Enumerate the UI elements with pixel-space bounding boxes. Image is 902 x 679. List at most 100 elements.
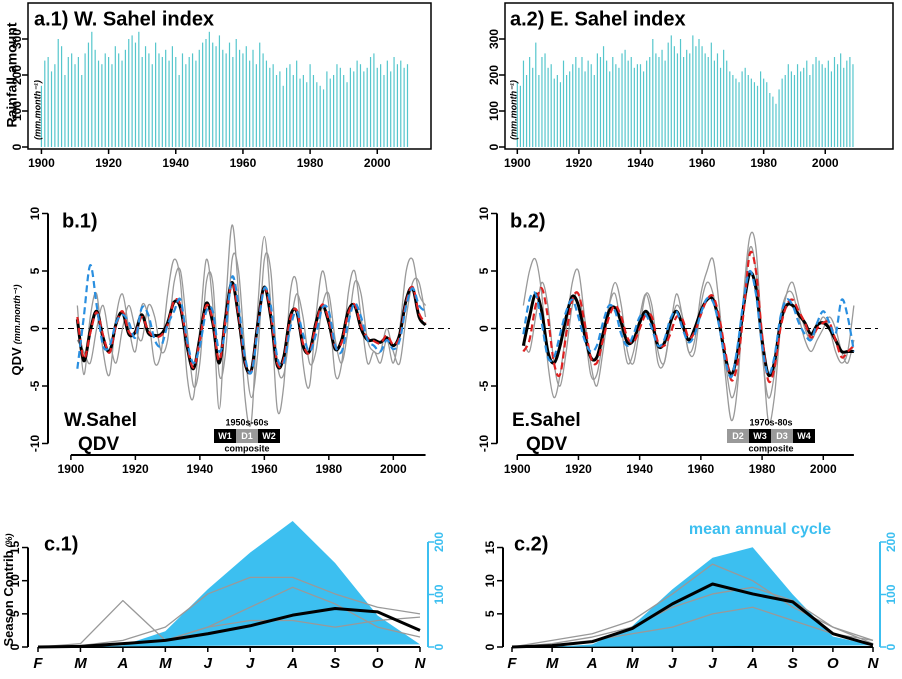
y-tick-label: 0	[477, 325, 491, 332]
series-line	[522, 231, 855, 424]
series-line	[37, 586, 421, 648]
series-line	[75, 281, 427, 375]
composite-box-label: W3	[753, 431, 767, 441]
x-tick-label: M	[74, 655, 87, 672]
composite-title: 1950s-60s	[225, 417, 268, 427]
x-tick-label: 1920	[122, 462, 149, 476]
composite-box	[793, 429, 815, 443]
x-tick-label: 1940	[187, 462, 214, 476]
composite-box-label: W2	[262, 431, 276, 441]
series-line	[511, 586, 874, 648]
y-tick-label: 0	[483, 643, 497, 650]
y2-tick-label: 0	[884, 643, 898, 650]
panel-title: c.2)	[514, 533, 548, 555]
annotation: E.Sahel	[512, 410, 581, 431]
y-tick-label: 0	[28, 325, 42, 332]
y-tick-label: 200	[10, 65, 24, 85]
y-label-unit: (mm.month⁻¹)	[32, 80, 42, 140]
x-tick-label: 2000	[364, 156, 391, 170]
composite-box	[214, 429, 236, 443]
composite-box	[236, 429, 258, 443]
series-line	[522, 250, 855, 384]
x-tick-label: J	[204, 655, 213, 672]
x-tick-label: M	[626, 655, 639, 672]
x-tick-label: 1960	[251, 462, 278, 476]
y-tick-label: 300	[10, 29, 24, 49]
plot-frame	[504, 2, 894, 150]
x-tick-label: 1920	[565, 462, 592, 476]
x-tick-label: 1980	[315, 462, 342, 476]
composite-box	[727, 429, 749, 443]
x-tick-label: 2000	[810, 462, 837, 476]
x-tick-label: 1900	[58, 462, 85, 476]
x-tick-label: S	[330, 655, 340, 672]
y2-tick-label: 0	[432, 643, 446, 650]
y-tick-label: 300	[487, 29, 501, 49]
x-tick-label: 1940	[626, 462, 653, 476]
y-tick-label: 15	[483, 541, 497, 555]
y-label-unit: (%)	[4, 533, 14, 547]
y-tick-label: -10	[477, 435, 491, 453]
y-label: Season Contrib (%)	[1, 533, 16, 646]
panel: 10 5 0 -5 -10 1900 1920 1940 1960 1980 2000 b.1) QDV…	[9, 207, 450, 476]
x-tick-label: 1900	[504, 462, 531, 476]
x-tick-label: M	[159, 655, 172, 672]
composite-box-label: D3	[776, 431, 788, 441]
panel: 10 5 0 -5 -10 1900 1920 1940 1960 1980 2000 b.2) E.S…	[477, 207, 878, 476]
y-label-text: QDV	[9, 347, 24, 376]
y-label: QDV (mm.month⁻¹)	[9, 285, 24, 376]
y-tick-label: 10	[8, 574, 22, 588]
y-tick-label: 200	[487, 65, 501, 85]
composite-box-label: W4	[797, 431, 811, 441]
annotation: mean annual cycle	[689, 521, 831, 538]
series-line	[521, 271, 854, 378]
area	[512, 547, 873, 647]
annotation: QDV	[526, 434, 568, 455]
x-tick-label: 1960	[688, 462, 715, 476]
composite-box	[258, 429, 280, 443]
x-tick-label: 1900	[28, 156, 55, 170]
panel-title: c.1)	[44, 533, 78, 555]
y2-tick-label: 100	[432, 584, 446, 604]
y-tick-label: 100	[487, 101, 501, 121]
y-tick-label: -10	[28, 435, 42, 453]
y-label-unit: (mm.month⁻¹)	[12, 285, 22, 345]
y-label-text: Season Contrib	[1, 550, 16, 646]
x-tick-label: A	[586, 655, 598, 672]
series-line	[76, 264, 427, 375]
y-label-unit: (mm.month⁻¹)	[508, 80, 518, 140]
y2-tick-label: 200	[884, 532, 898, 552]
x-tick-label: J	[708, 655, 717, 672]
composite-box	[771, 429, 793, 443]
composite-box-label: W1	[218, 431, 232, 441]
series-line	[37, 576, 421, 648]
x-tick-label: 1980	[297, 156, 324, 170]
y-tick-label: 10	[28, 207, 42, 221]
x-tick-label: 2000	[380, 462, 407, 476]
x-tick-label: S	[788, 655, 798, 672]
panel: 0 5 10 15 0 100 200 F M A M J J A S O Nc.1) Season Contri…	[1, 521, 446, 672]
x-tick-label: 2000	[812, 156, 839, 170]
x-tick-label: N	[415, 655, 427, 672]
x-tick-label: F	[507, 655, 517, 672]
y-tick-label: 5	[483, 610, 497, 617]
x-tick-label: O	[372, 655, 384, 672]
x-tick-label: 1900	[504, 156, 531, 170]
x-tick-label: J	[668, 655, 677, 672]
annotation: QDV	[78, 434, 120, 455]
y-tick-label: 15	[8, 541, 22, 555]
y-label: Rainfall amount	[4, 22, 20, 127]
x-tick-label: 1960	[230, 156, 257, 170]
x-tick-label: M	[546, 655, 559, 672]
plot-frame	[27, 2, 432, 150]
panel-title: b.2)	[510, 210, 546, 232]
panel-title: a.2) E. Sahel index	[510, 8, 686, 30]
panel: 0 100 200 300 1900 1920 1940 1960 1980 2000 a.1) W…	[4, 2, 432, 170]
x-tick-label: 1920	[566, 156, 593, 170]
composite-box-label: D1	[241, 431, 253, 441]
x-tick-label: A	[116, 655, 128, 672]
y-tick-label: 0	[487, 143, 501, 150]
panel-title: a.1) W. Sahel index	[34, 8, 214, 30]
composite-label: composite	[748, 443, 793, 453]
area	[38, 521, 420, 647]
